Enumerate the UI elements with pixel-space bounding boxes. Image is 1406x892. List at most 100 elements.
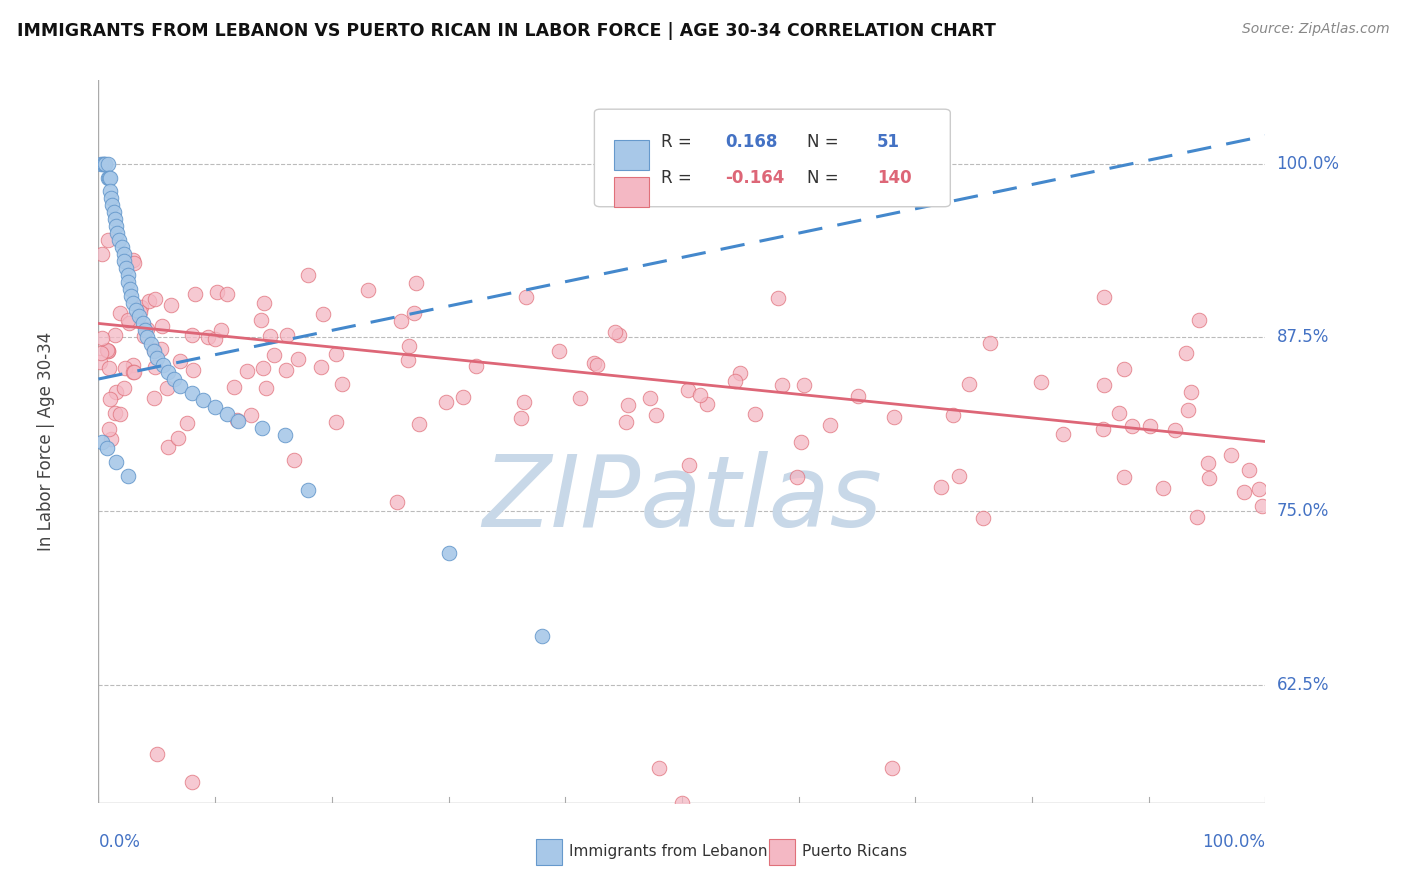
Point	[117, 268, 139, 282]
Text: Immigrants from Lebanon: Immigrants from Lebanon	[568, 845, 768, 859]
Point	[90, 156, 112, 170]
Point	[97, 234, 120, 248]
Point	[105, 385, 128, 400]
Point	[1233, 485, 1256, 500]
Point	[122, 295, 145, 310]
Point	[91, 331, 114, 345]
Text: R =: R =	[661, 133, 697, 151]
Point	[586, 358, 609, 372]
Point	[297, 268, 319, 282]
Point	[972, 510, 994, 524]
Text: ZIPatlas: ZIPatlas	[482, 450, 882, 548]
Point	[330, 377, 353, 392]
Point	[97, 170, 120, 185]
Point	[744, 407, 766, 421]
Point	[114, 361, 136, 376]
Text: N =: N =	[807, 169, 844, 186]
Point	[948, 468, 970, 483]
Text: 75.0%: 75.0%	[1277, 502, 1329, 520]
Point	[254, 381, 277, 395]
Point	[638, 391, 661, 405]
Point	[112, 253, 135, 268]
Point	[98, 361, 121, 376]
Point	[120, 288, 142, 302]
Point	[122, 253, 145, 268]
Point	[143, 359, 166, 374]
Point	[143, 292, 166, 306]
Point	[160, 298, 183, 312]
Text: 87.5%: 87.5%	[1277, 328, 1329, 346]
Point	[942, 408, 965, 422]
Point	[236, 364, 259, 378]
Point	[115, 260, 138, 275]
Point	[104, 219, 127, 234]
Point	[96, 343, 118, 357]
Text: N =: N =	[807, 133, 844, 151]
Point	[309, 359, 332, 374]
Text: 0.168: 0.168	[725, 133, 778, 151]
Point	[582, 356, 605, 370]
Text: Puerto Ricans: Puerto Ricans	[801, 845, 907, 859]
Point	[96, 442, 118, 456]
Point	[1177, 402, 1199, 417]
Point	[117, 469, 139, 483]
Bar	[614, 178, 650, 208]
Bar	[536, 838, 562, 865]
Point	[209, 323, 232, 337]
Point	[150, 318, 173, 333]
Point	[204, 400, 226, 414]
Point	[118, 282, 141, 296]
Point	[132, 317, 155, 331]
Point	[252, 360, 274, 375]
Point	[104, 455, 127, 469]
Point	[453, 390, 475, 404]
Point	[97, 156, 120, 170]
Point	[215, 407, 238, 421]
Point	[614, 415, 637, 429]
Point	[979, 335, 1001, 350]
Point	[90, 346, 112, 360]
Point	[118, 317, 141, 331]
Bar	[614, 140, 650, 170]
Point	[402, 305, 425, 319]
Text: 0.0%: 0.0%	[98, 833, 141, 851]
Point	[117, 313, 139, 327]
Point	[1108, 405, 1130, 419]
Point	[408, 417, 430, 432]
Point	[398, 339, 420, 353]
Point	[104, 406, 127, 420]
Point	[110, 306, 132, 320]
Text: IMMIGRANTS FROM LEBANON VS PUERTO RICAN IN LABOR FORCE | AGE 30-34 CORRELATION C: IMMIGRANTS FROM LEBANON VS PUERTO RICAN …	[17, 22, 995, 40]
Point	[1031, 375, 1053, 389]
Point	[104, 212, 127, 227]
Point	[112, 380, 135, 394]
Point	[90, 434, 112, 449]
Point	[108, 408, 131, 422]
Point	[142, 343, 165, 357]
Point	[297, 483, 319, 498]
Point	[276, 363, 298, 377]
Point	[197, 330, 219, 344]
Point	[222, 380, 245, 394]
Point	[957, 377, 980, 392]
Point	[96, 343, 118, 358]
Point	[169, 379, 191, 393]
Point	[138, 294, 160, 309]
Point	[1092, 378, 1115, 392]
Point	[136, 330, 159, 344]
Point	[117, 275, 139, 289]
Point	[1121, 419, 1143, 434]
Point	[1251, 500, 1274, 514]
Point	[1187, 510, 1209, 524]
Text: 100.0%: 100.0%	[1277, 154, 1340, 173]
Point	[387, 495, 409, 509]
Point	[94, 156, 117, 170]
Text: -0.164: -0.164	[725, 169, 785, 186]
Point	[287, 351, 309, 366]
Point	[139, 337, 162, 351]
Point	[136, 322, 159, 336]
Point	[225, 413, 247, 427]
Point	[1219, 449, 1241, 463]
Point	[259, 328, 281, 343]
Point	[163, 372, 186, 386]
